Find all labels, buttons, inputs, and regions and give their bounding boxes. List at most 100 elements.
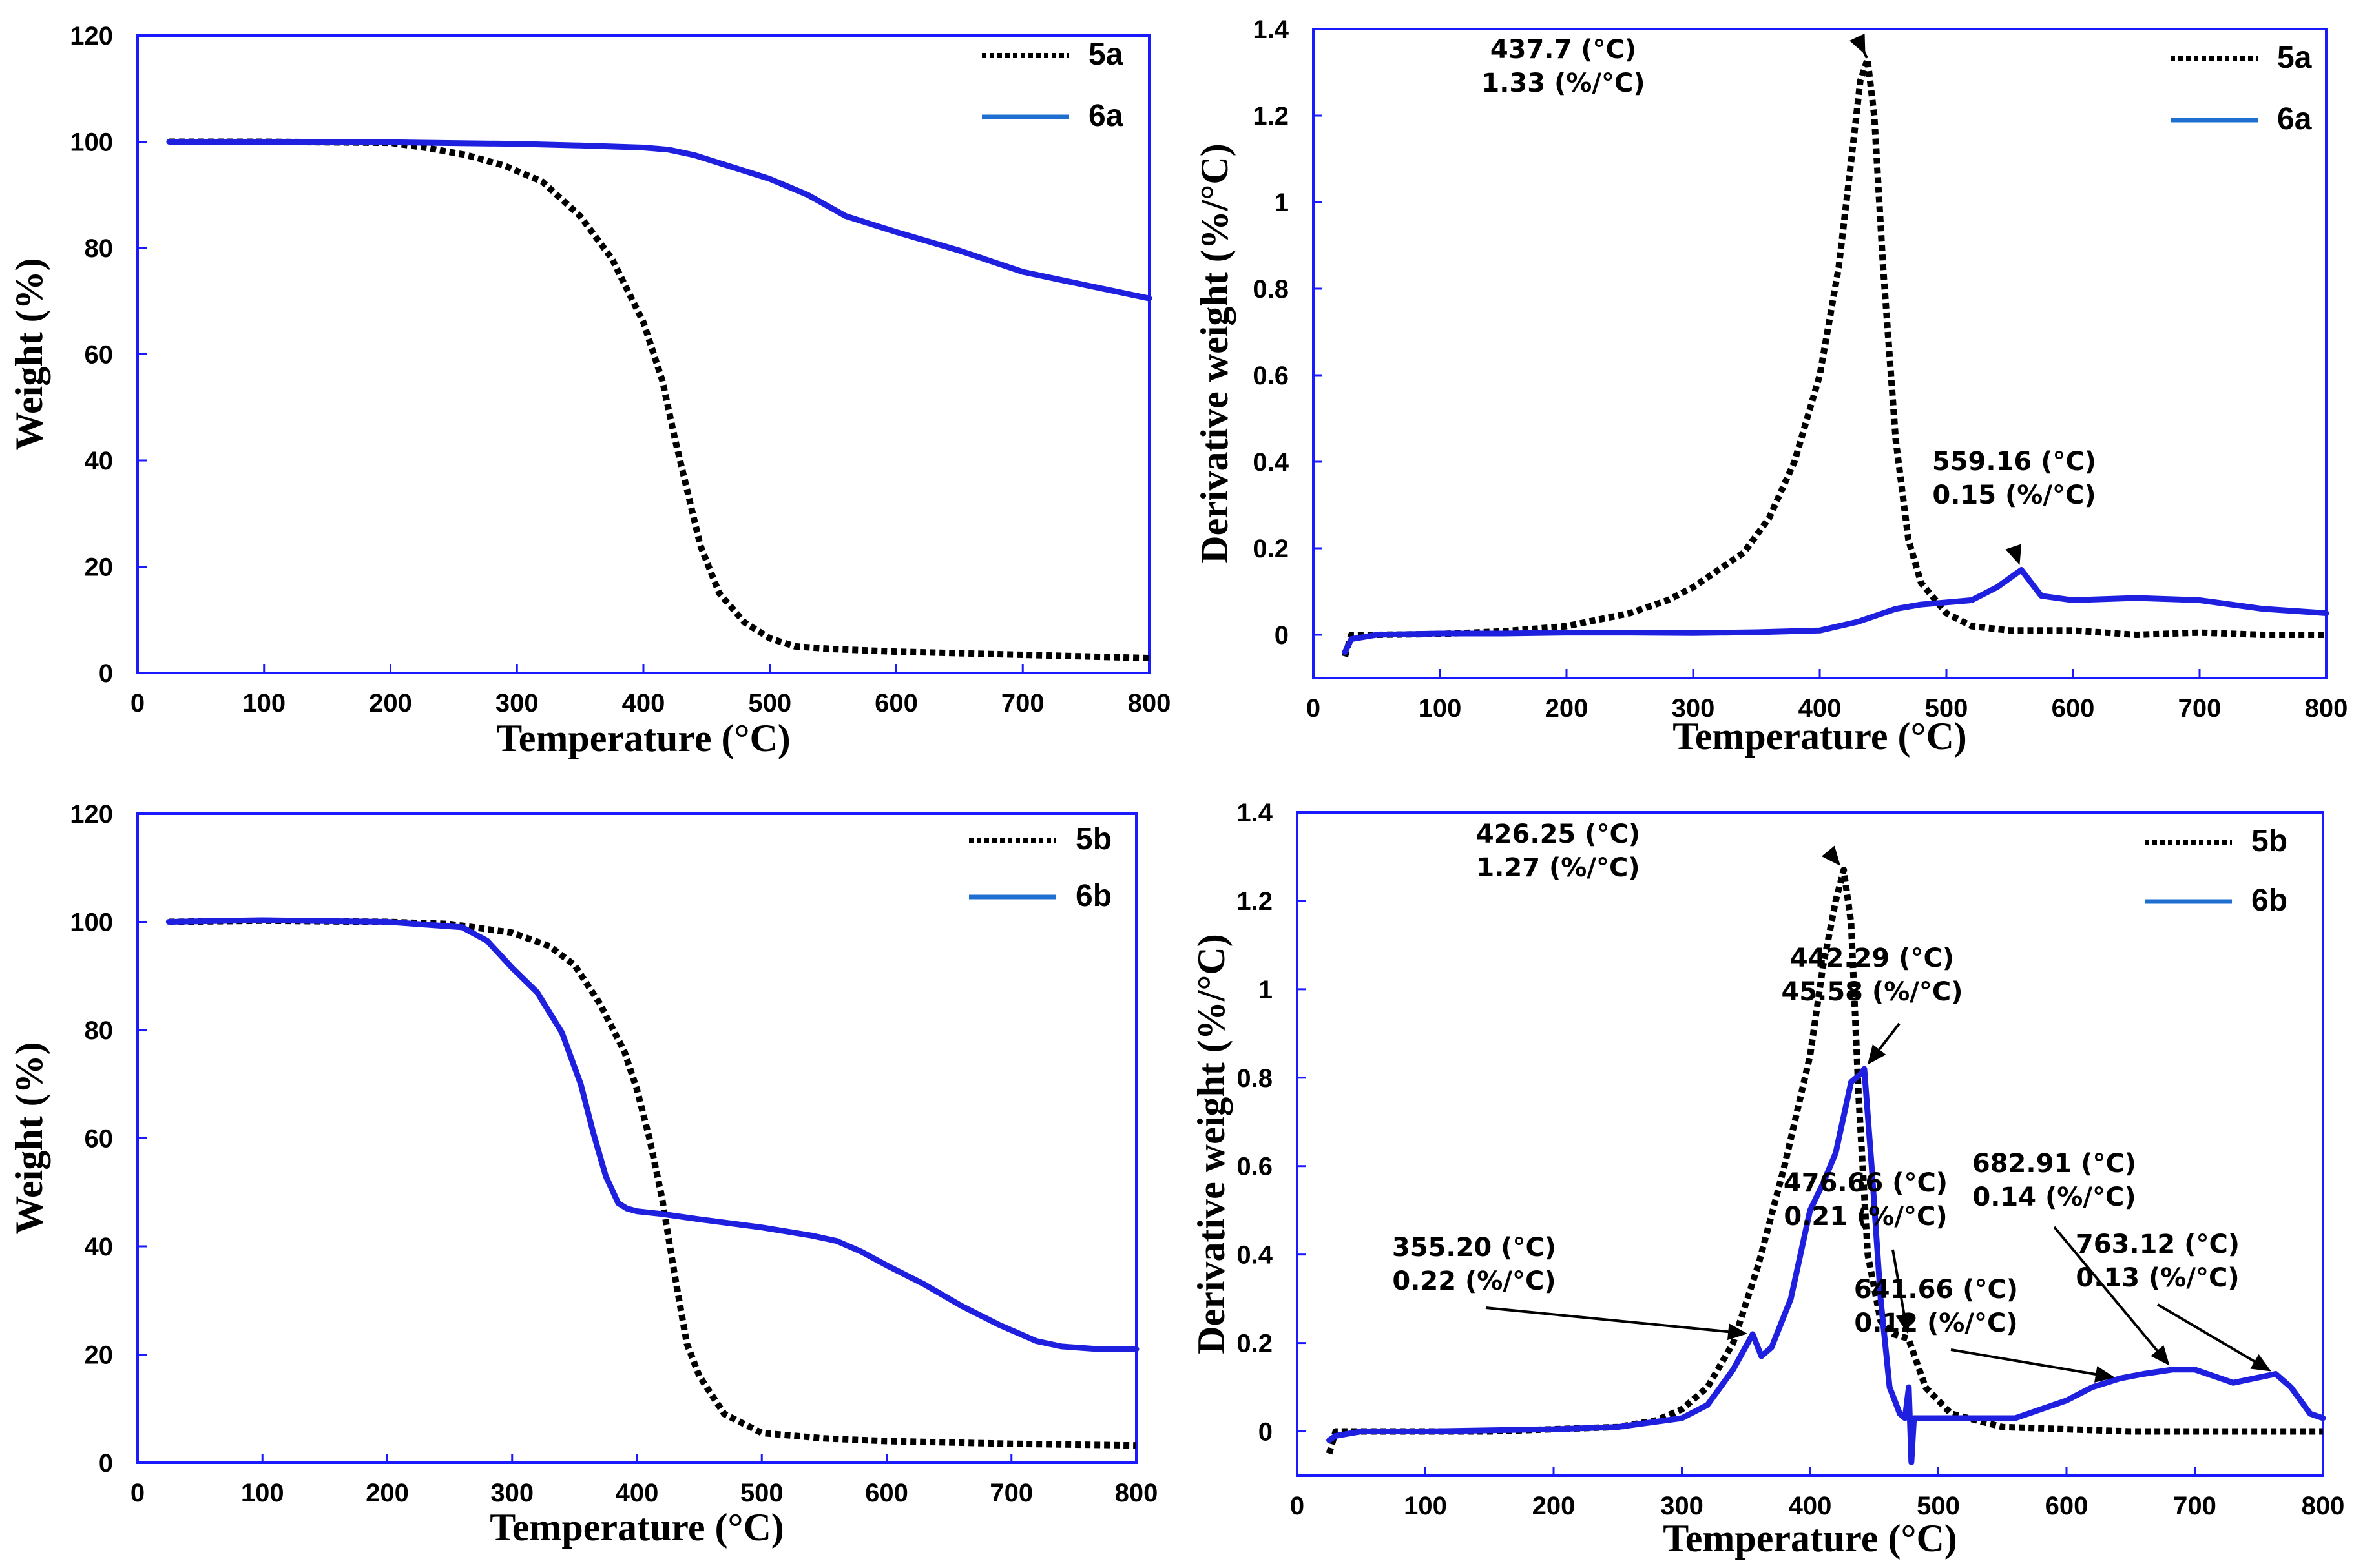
annotation-label: 1.33 (%/°C) xyxy=(1481,68,1645,98)
legend-label-5a: 5a xyxy=(1088,37,1123,72)
x-tick-label: 500 xyxy=(740,1479,784,1507)
y-tick-label: 20 xyxy=(85,553,114,582)
annotation-label: 0.13 (%/°C) xyxy=(2076,1263,2239,1293)
annotation-label: 426.25 (°C) xyxy=(1476,820,1640,849)
annotation-label: 1.27 (%/°C) xyxy=(1476,853,1640,883)
annotation-arrow xyxy=(2156,1303,2260,1366)
y-tick-label: 0.6 xyxy=(1253,362,1289,390)
y-tick-label: 0.8 xyxy=(1236,1064,1273,1093)
x-tick-label: 500 xyxy=(748,689,791,717)
y-axis-title: Derivative weight (%/°C) xyxy=(1190,934,1233,1354)
x-tick-label: 200 xyxy=(1532,1492,1576,1520)
plot-frame xyxy=(1296,811,2324,1477)
y-axis-title: Derivative weight (%/°C) xyxy=(1193,143,1236,563)
x-tick-label: 400 xyxy=(1789,1492,1832,1520)
x-tick-label: 200 xyxy=(1545,694,1588,723)
chart-tga-a: 0 100 200 300 400 500 600 700 800 0 20 40 60 80 100 120… xyxy=(8,22,1171,759)
x-tick-label: 0 xyxy=(130,1479,145,1507)
annotation-label: 559.16 (°C) xyxy=(1932,447,2096,477)
y-tick-label: 1 xyxy=(1258,976,1273,1004)
annotation-label: 0.21 (%/°C) xyxy=(1784,1202,1947,1232)
annotation-label: 0.15 (%/°C) xyxy=(1932,480,2096,510)
annotation-arrow xyxy=(1875,1022,1901,1055)
legend-label-5b: 5b xyxy=(2251,824,2287,858)
plot-frame xyxy=(136,34,1151,674)
x-tick-label: 700 xyxy=(2178,694,2222,723)
annotation-arrowhead xyxy=(1849,33,1866,55)
x-tick-label: 0 xyxy=(130,689,145,717)
annotation-label: 442.29 (°C) xyxy=(1790,944,1954,973)
x-tick-label: 200 xyxy=(369,689,412,717)
y-tick-label: 80 xyxy=(85,1016,114,1045)
y-axis-title: Weight (%) xyxy=(8,1042,50,1234)
y-tick-label: 0 xyxy=(99,1449,113,1478)
y-tick-label: 0.8 xyxy=(1253,275,1289,304)
annotation-arrowhead xyxy=(2151,1345,2170,1366)
annotation-arrowhead xyxy=(1727,1323,1748,1341)
x-tick-label: 400 xyxy=(616,1479,659,1507)
annotation-label: 437.7 (°C) xyxy=(1490,35,1636,65)
y-tick-label: 1.2 xyxy=(1253,102,1289,130)
annotation-label: 0.14 (%/°C) xyxy=(1972,1182,2136,1212)
annotation-arrow xyxy=(1485,1306,1734,1334)
series-line-5b xyxy=(1326,867,2323,1455)
annotation-arrowhead xyxy=(2250,1354,2271,1372)
annotation-label: 682.91 (°C) xyxy=(1972,1149,2136,1179)
legend-label-6b: 6b xyxy=(2251,883,2287,918)
x-tick-label: 600 xyxy=(865,1479,908,1507)
legend-label-5b: 5b xyxy=(1076,822,1112,856)
annotation-arrow xyxy=(1891,1249,1906,1320)
annotation-arrowhead xyxy=(1867,1044,1886,1065)
y-tick-label: 40 xyxy=(85,1233,114,1261)
x-tick-label: 600 xyxy=(2052,694,2095,723)
y-tick-label: 0.4 xyxy=(1236,1241,1273,1270)
x-tick-label: 600 xyxy=(875,689,918,717)
y-tick-label: 20 xyxy=(85,1341,114,1370)
series-line-5a xyxy=(169,138,1150,661)
legend-label-6a: 6a xyxy=(2277,102,2312,136)
plot-frame xyxy=(1312,28,2328,679)
legend-label-5a: 5a xyxy=(2277,41,2312,75)
series-line-5b xyxy=(169,917,1137,1449)
annotation-label: 355.20 (°C) xyxy=(1392,1233,1556,1263)
x-tick-label: 800 xyxy=(1128,689,1171,717)
x-tick-label: 400 xyxy=(622,689,665,717)
x-tick-label: 300 xyxy=(1660,1492,1703,1520)
series-line-6a xyxy=(166,139,1152,302)
chart-tga-b: 0 100 200 300 400 500 600 700 800 0 20 40 60 80 100 120… xyxy=(8,800,1158,1549)
series-line-6b xyxy=(1326,1066,2326,1465)
annotation-label: 763.12 (°C) xyxy=(2076,1230,2240,1259)
x-tick-label: 800 xyxy=(2305,694,2348,723)
y-tick-label: 60 xyxy=(85,341,114,369)
y-tick-label: 80 xyxy=(85,234,114,263)
x-tick-label: 600 xyxy=(2045,1492,2088,1520)
annotation-arrowhead xyxy=(2005,544,2022,565)
annotation-arrowhead xyxy=(1895,1313,1913,1334)
x-tick-label: 100 xyxy=(241,1479,284,1507)
y-tick-label: 0 xyxy=(1275,621,1289,650)
y-tick-label: 1.4 xyxy=(1236,799,1273,827)
annotation-arrow xyxy=(1950,1348,2101,1377)
x-axis-title: Temperature (°C) xyxy=(496,717,791,759)
y-tick-label: 0.2 xyxy=(1253,535,1289,563)
x-tick-label: 100 xyxy=(1404,1492,1447,1520)
x-tick-label: 300 xyxy=(495,689,539,717)
x-tick-label: 0 xyxy=(1290,1492,1304,1520)
y-axis-title: Weight (%) xyxy=(8,258,50,450)
x-tick-label: 100 xyxy=(1419,694,1462,723)
x-tick-label: 500 xyxy=(1925,694,1968,723)
x-tick-label: 200 xyxy=(366,1479,409,1507)
y-tick-label: 0.6 xyxy=(1236,1153,1273,1181)
x-tick-label: 100 xyxy=(242,689,286,717)
legend-label-6b: 6b xyxy=(1076,879,1112,913)
x-tick-label: 700 xyxy=(990,1479,1033,1507)
y-tick-label: 40 xyxy=(85,447,114,475)
y-tick-label: 100 xyxy=(70,129,113,157)
y-tick-label: 100 xyxy=(70,909,113,937)
annotation-arrow xyxy=(2053,1226,2161,1356)
y-tick-label: 1.4 xyxy=(1253,15,1289,44)
x-tick-label: 500 xyxy=(1917,1492,1960,1520)
annotation-label: 641.66 (°C) xyxy=(1854,1275,2018,1305)
y-tick-label: 0.2 xyxy=(1236,1330,1273,1358)
